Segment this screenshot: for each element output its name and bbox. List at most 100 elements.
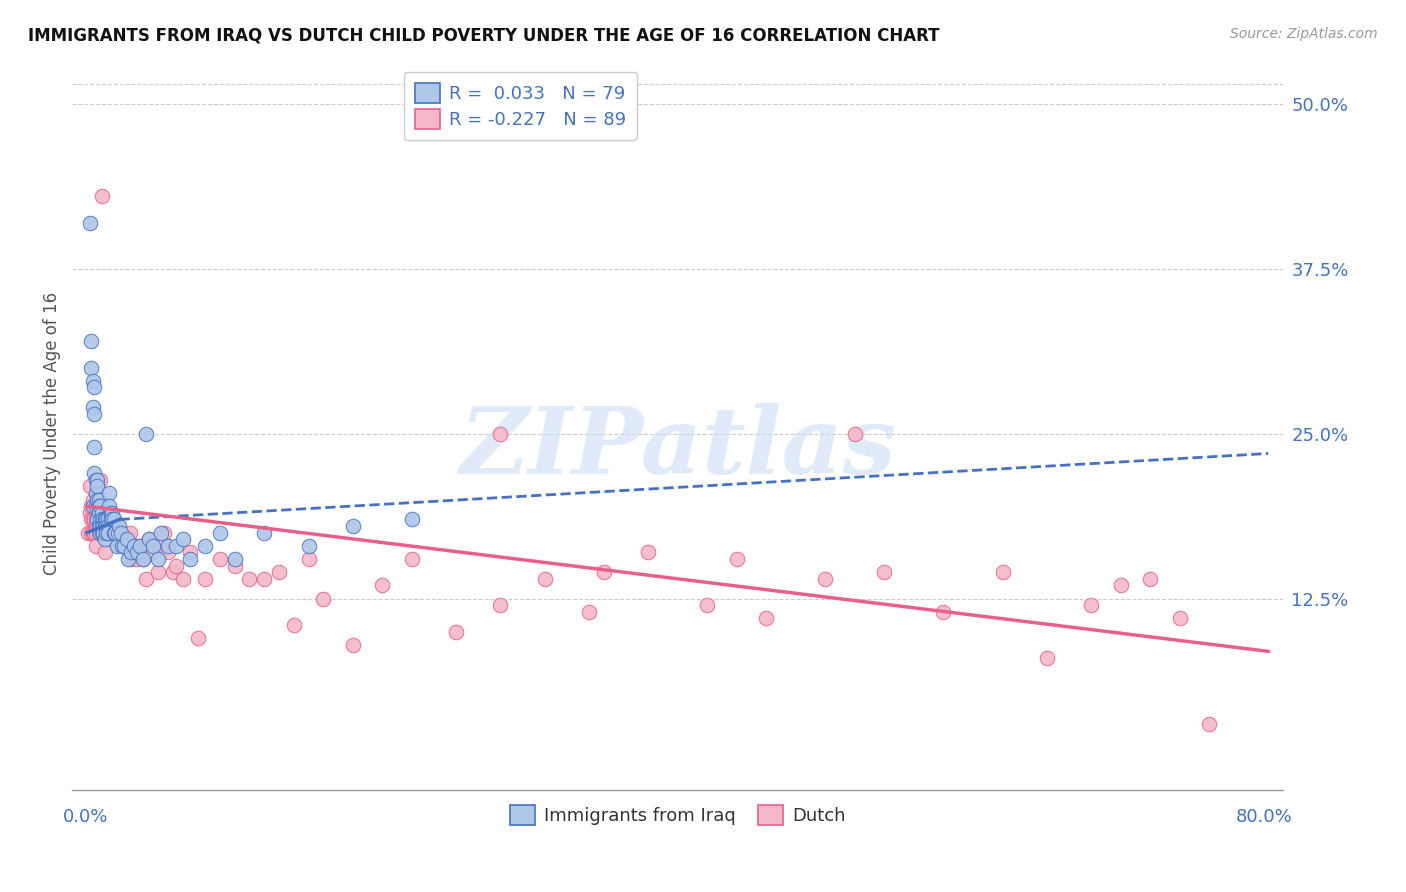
Point — [115, 533, 138, 547]
Point — [122, 545, 145, 559]
Y-axis label: Child Poverty Under the Age of 16: Child Poverty Under the Age of 16 — [44, 292, 60, 575]
Point — [312, 591, 335, 606]
Point — [79, 216, 101, 230]
Point — [165, 558, 187, 573]
Legend: Immigrants from Iraq, Dutch: Immigrants from Iraq, Dutch — [501, 797, 855, 834]
Point — [187, 631, 209, 645]
Point — [83, 440, 105, 454]
Point — [89, 525, 111, 540]
Point — [444, 624, 467, 639]
Point — [96, 512, 118, 526]
Point — [80, 525, 103, 540]
Point — [84, 486, 107, 500]
Point — [127, 552, 149, 566]
Point — [401, 552, 423, 566]
Text: 80.0%: 80.0% — [1236, 808, 1292, 826]
Point — [90, 525, 112, 540]
Point — [105, 539, 128, 553]
Point — [991, 565, 1014, 579]
Point — [89, 512, 111, 526]
Point — [696, 598, 718, 612]
Point — [533, 572, 555, 586]
Point — [117, 552, 139, 566]
Point — [103, 512, 125, 526]
Point — [179, 552, 201, 566]
Point — [1168, 611, 1191, 625]
Point — [238, 572, 260, 586]
Point — [82, 492, 104, 507]
Point — [97, 525, 120, 540]
Point — [93, 545, 115, 559]
Point — [122, 539, 145, 553]
Point — [87, 492, 110, 507]
Point — [132, 552, 155, 566]
Point — [120, 552, 142, 566]
Point — [110, 533, 132, 547]
Text: 0.0%: 0.0% — [62, 808, 108, 826]
Point — [83, 512, 105, 526]
Point — [82, 500, 104, 514]
Point — [725, 552, 748, 566]
Point — [129, 539, 152, 553]
Point — [79, 506, 101, 520]
Point — [135, 426, 157, 441]
Point — [101, 512, 124, 526]
Point — [104, 525, 127, 540]
Point — [115, 539, 138, 553]
Point — [77, 525, 100, 540]
Point — [86, 519, 108, 533]
Point — [253, 572, 276, 586]
Point — [101, 512, 124, 526]
Point — [1036, 651, 1059, 665]
Point — [873, 565, 896, 579]
Point — [80, 360, 103, 375]
Point — [83, 467, 105, 481]
Text: ZIPatlas: ZIPatlas — [460, 403, 896, 493]
Point — [91, 512, 114, 526]
Point — [93, 519, 115, 533]
Point — [489, 598, 512, 612]
Point — [932, 605, 955, 619]
Point — [1139, 572, 1161, 586]
Point — [84, 539, 107, 553]
Point — [86, 500, 108, 514]
Point — [755, 611, 778, 625]
Point — [146, 565, 169, 579]
Point — [82, 374, 104, 388]
Point — [172, 572, 194, 586]
Point — [129, 539, 152, 553]
Point — [112, 525, 135, 540]
Point — [1109, 578, 1132, 592]
Point — [87, 525, 110, 540]
Point — [91, 525, 114, 540]
Point — [146, 552, 169, 566]
Text: IMMIGRANTS FROM IRAQ VS DUTCH CHILD POVERTY UNDER THE AGE OF 16 CORRELATION CHAR: IMMIGRANTS FROM IRAQ VS DUTCH CHILD POVE… — [28, 27, 939, 45]
Point — [138, 533, 160, 547]
Point — [96, 525, 118, 540]
Point — [82, 401, 104, 415]
Point — [107, 519, 129, 533]
Point — [82, 512, 104, 526]
Point — [97, 519, 120, 533]
Point — [118, 525, 141, 540]
Point — [297, 539, 319, 553]
Text: Source: ZipAtlas.com: Source: ZipAtlas.com — [1230, 27, 1378, 41]
Point — [93, 512, 115, 526]
Point — [208, 525, 231, 540]
Point — [86, 492, 108, 507]
Point — [104, 525, 127, 540]
Point — [87, 500, 110, 514]
Point — [90, 506, 112, 520]
Point — [84, 500, 107, 514]
Point — [89, 519, 111, 533]
Point — [224, 552, 246, 566]
Point — [98, 512, 121, 526]
Point — [86, 512, 108, 526]
Point — [162, 565, 184, 579]
Point — [401, 512, 423, 526]
Point — [637, 545, 659, 559]
Point — [371, 578, 394, 592]
Point — [107, 525, 129, 540]
Point — [96, 512, 118, 526]
Point — [224, 558, 246, 573]
